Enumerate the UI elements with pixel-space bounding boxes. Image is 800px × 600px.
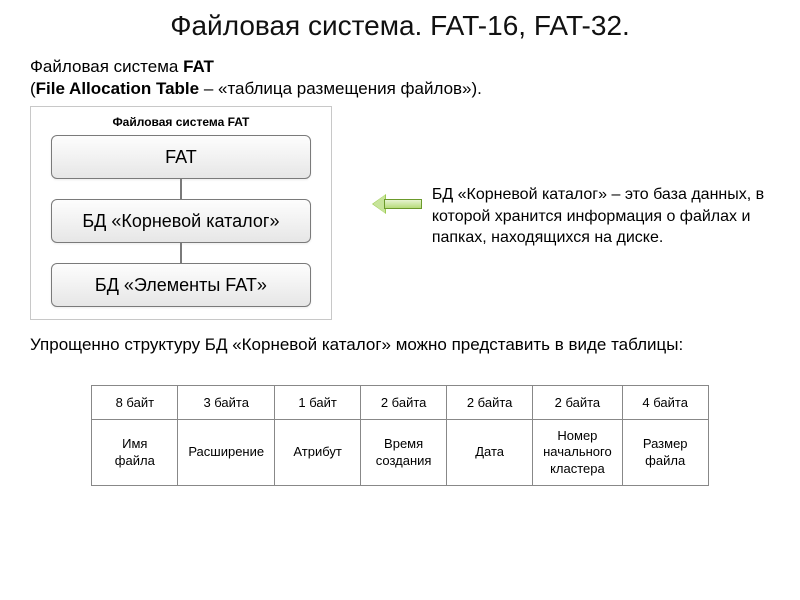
- table-cell: 2 байта: [533, 386, 623, 420]
- table-wrap: 8 байт 3 байта 1 байт 2 байта 2 байта 2 …: [30, 385, 770, 486]
- table-cell: 1 байт: [275, 386, 361, 420]
- page-title: Файловая система. FAT-16, FAT-32.: [30, 10, 770, 42]
- intro-line1-bold: FAT: [183, 57, 214, 76]
- diagram-title: Файловая система FAT: [43, 115, 319, 129]
- table-cell: 2 байта: [361, 386, 447, 420]
- diagram-row: Файловая система FAT FAT БД «Корневой ка…: [30, 106, 770, 320]
- table-cell: Время создания: [361, 420, 447, 486]
- table-cell: Номер начального кластера: [533, 420, 623, 486]
- table-row: Имя файла Расширение Атрибут Время созда…: [92, 420, 708, 486]
- table-cell: 3 байта: [178, 386, 275, 420]
- intro-line2-bold: File Allocation Table: [36, 79, 199, 98]
- table-cell: 2 байта: [447, 386, 533, 420]
- below-text: Упрощенно структуру БД «Корневой каталог…: [30, 334, 770, 357]
- diagram-node-elements: БД «Элементы FAT»: [51, 263, 311, 307]
- intro-line1-prefix: Файловая система: [30, 57, 183, 76]
- table-cell: Дата: [447, 420, 533, 486]
- diagram-node-fat: FAT: [51, 135, 311, 179]
- table-cell: Расширение: [178, 420, 275, 486]
- table-row: 8 байт 3 байта 1 байт 2 байта 2 байта 2 …: [92, 386, 708, 420]
- intro-line2-rest: – «таблица размещения файлов»).: [199, 79, 482, 98]
- diagram-nodes: FAT БД «Корневой каталог» БД «Элементы F…: [43, 135, 319, 307]
- arrow-left-icon: [372, 196, 422, 212]
- table-cell: 8 байт: [92, 386, 178, 420]
- table-cell: Размер файла: [622, 420, 708, 486]
- diagram-node-root-catalog: БД «Корневой каталог»: [51, 199, 311, 243]
- side-block: БД «Корневой каталог» – это база данных,…: [372, 184, 770, 249]
- table-cell: Атрибут: [275, 420, 361, 486]
- root-catalog-table: 8 байт 3 байта 1 байт 2 байта 2 байта 2 …: [91, 385, 708, 486]
- diagram-connector: [180, 243, 182, 263]
- table-cell: Имя файла: [92, 420, 178, 486]
- slide: Файловая система. FAT-16, FAT-32. Файлов…: [0, 0, 800, 600]
- diagram-connector: [180, 179, 182, 199]
- diagram-frame: Файловая система FAT FAT БД «Корневой ка…: [30, 106, 332, 320]
- side-description: БД «Корневой каталог» – это база данных,…: [432, 184, 770, 249]
- table-cell: 4 байта: [622, 386, 708, 420]
- intro-text: Файловая система FAT (File Allocation Ta…: [30, 56, 770, 100]
